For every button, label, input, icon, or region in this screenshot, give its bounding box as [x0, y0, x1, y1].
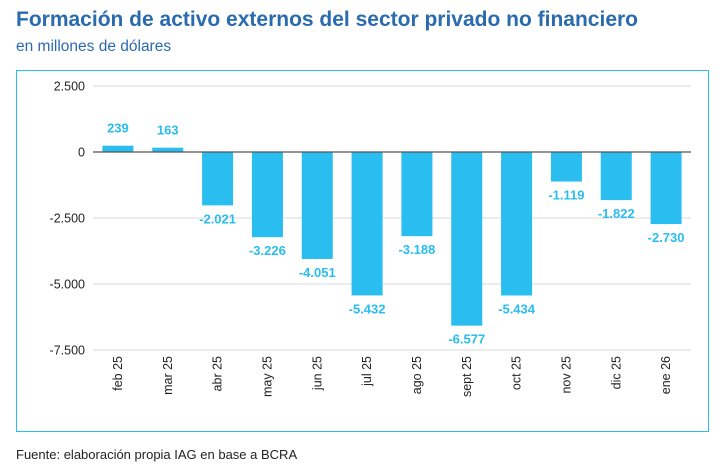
bar — [152, 147, 184, 152]
bar — [501, 152, 533, 296]
chart-frame: 2.500 0 -2.500 -5.000 -7.500 239 feb 25 163 mar … — [16, 70, 709, 432]
data-label: 163 — [157, 123, 179, 138]
x-tick-label: nov 25 — [559, 356, 573, 394]
bar — [401, 152, 433, 237]
data-label: -1.119 — [548, 188, 584, 203]
data-label: -5.432 — [349, 301, 386, 316]
x-tick-label: jul 25 — [360, 356, 374, 387]
x-tick-label: may 25 — [260, 356, 274, 397]
bar — [351, 152, 383, 296]
y-tick-label: -5.000 — [50, 278, 85, 292]
x-tick-label: jun 25 — [310, 356, 324, 391]
data-label: -6.577 — [448, 332, 485, 347]
data-label: -2.730 — [648, 230, 685, 245]
y-tick-label: -2.500 — [50, 212, 85, 226]
x-tick-label: mar 25 — [161, 356, 175, 395]
bar — [550, 152, 582, 182]
x-tick-label: feb 25 — [111, 356, 125, 391]
data-label: -3.226 — [249, 243, 286, 258]
bar — [202, 152, 234, 206]
bar — [301, 152, 333, 259]
data-label: -3.188 — [398, 242, 435, 257]
chart-title: Formación de activo externos del sector … — [16, 8, 638, 31]
data-label: 239 — [107, 121, 129, 136]
x-tick-label: sept 25 — [460, 356, 474, 397]
bar — [650, 152, 682, 225]
data-label: -1.822 — [598, 206, 635, 221]
x-tick-label: dic 25 — [609, 356, 623, 389]
x-tick-label: ene 26 — [659, 356, 673, 394]
chart-subtitle: en millones de dólares — [16, 38, 172, 55]
x-tick-label: abr 25 — [211, 356, 225, 391]
data-label: -2.021 — [199, 211, 236, 226]
y-tick-label: 2.500 — [54, 80, 85, 94]
y-tick-label: -7.500 — [50, 344, 85, 358]
bar — [451, 152, 483, 326]
bar — [600, 152, 632, 201]
data-label: -5.434 — [498, 301, 536, 316]
y-tick-label: 0 — [78, 146, 85, 160]
bar — [251, 152, 283, 238]
data-label: -4.051 — [299, 265, 336, 280]
x-tick-label: oct 25 — [510, 356, 524, 390]
x-tick-label: ago 25 — [410, 356, 424, 394]
bar-chart: 2.500 0 -2.500 -5.000 -7.500 239 feb 25 163 mar … — [50, 80, 691, 397]
bar — [102, 145, 134, 152]
source-note: Fuente: elaboración propia IAG en base a… — [16, 447, 298, 462]
